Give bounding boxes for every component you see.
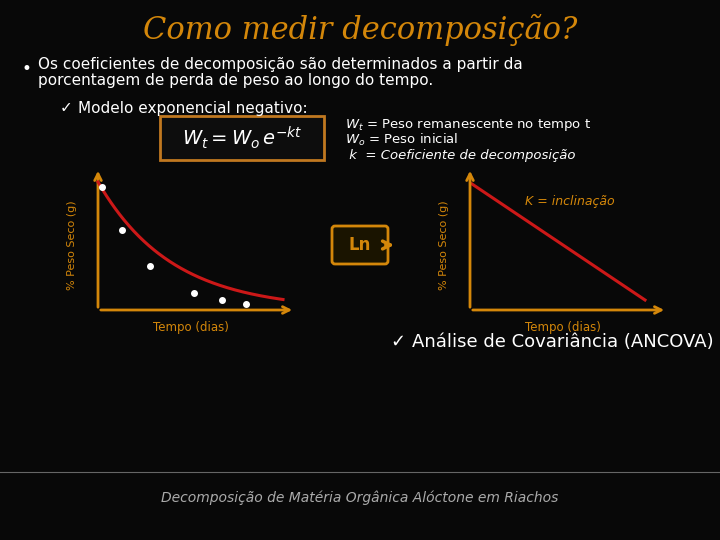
Text: % Peso Seco (g): % Peso Seco (g) (439, 200, 449, 290)
Text: ✓: ✓ (60, 100, 73, 116)
Text: $W_t = W_o\,e^{-kt}$: $W_t = W_o\,e^{-kt}$ (181, 125, 302, 151)
Text: % Peso Seco (g): % Peso Seco (g) (67, 200, 77, 290)
FancyBboxPatch shape (160, 116, 324, 160)
Text: Como medir decomposição?: Como medir decomposição? (143, 14, 577, 46)
Text: K = inclinação: K = inclinação (525, 195, 615, 208)
Text: Tempo (dias): Tempo (dias) (153, 321, 228, 334)
Text: Tempo (dias): Tempo (dias) (525, 321, 600, 334)
Text: Os coeficientes de decomposição são determinados a partir da: Os coeficientes de decomposição são dete… (38, 57, 523, 71)
FancyBboxPatch shape (332, 226, 388, 264)
Text: $W_t$ = Peso remanescente no tempo t: $W_t$ = Peso remanescente no tempo t (345, 117, 591, 133)
Text: $W_o$ = Peso inicial: $W_o$ = Peso inicial (345, 132, 459, 148)
Text: •: • (22, 60, 32, 78)
Text: k  = Coeficiente de decomposição: k = Coeficiente de decomposição (345, 148, 575, 161)
Text: ✓: ✓ (390, 333, 405, 351)
Text: Análise de Covariância (ANCOVA): Análise de Covariância (ANCOVA) (412, 333, 714, 351)
Text: Decomposição de Matéria Orgânica Alóctone em Riachos: Decomposição de Matéria Orgânica Alócton… (161, 491, 559, 505)
Text: Ln: Ln (348, 236, 372, 254)
Text: Modelo exponencial negativo:: Modelo exponencial negativo: (78, 100, 307, 116)
Text: porcentagem de perda de peso ao longo do tempo.: porcentagem de perda de peso ao longo do… (38, 72, 433, 87)
